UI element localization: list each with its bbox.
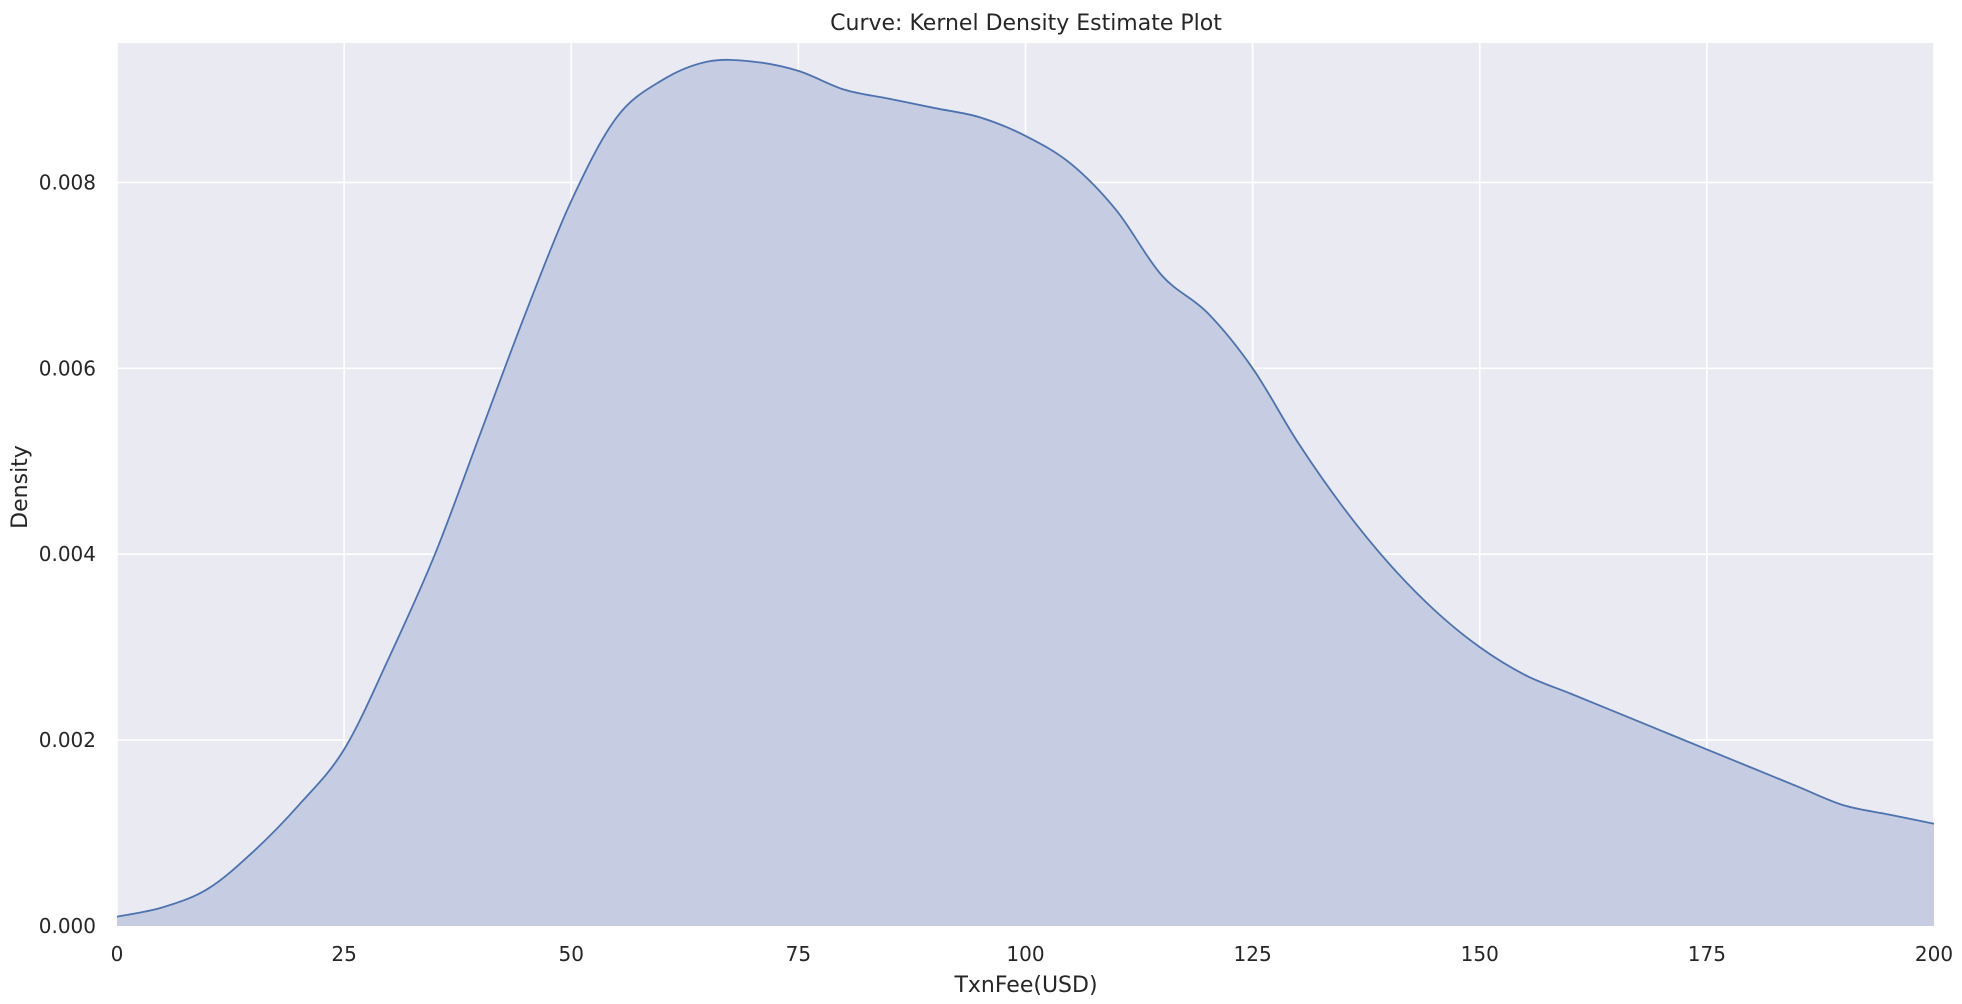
x-axis-ticks: 0 25 50 75 100 125 150 175 200 — [111, 942, 1953, 966]
y-tick-label: 0.006 — [39, 356, 96, 380]
density-curve — [116, 58, 1935, 918]
y-axis-label: Density — [8, 445, 33, 529]
x-tick-label: 175 — [1688, 942, 1726, 966]
chart-title: Curve: Kernel Density Estimate Plot — [830, 11, 1222, 36]
density-fill — [117, 59, 1934, 926]
y-tick-label: 0.002 — [39, 728, 96, 752]
x-tick-label: 200 — [1915, 942, 1953, 966]
x-tick-label: 100 — [1006, 942, 1044, 966]
y-tick-label: 0.008 — [39, 170, 96, 194]
x-tick-label: 125 — [1234, 942, 1272, 966]
y-tick-label: 0.004 — [39, 542, 96, 566]
x-tick-label: 75 — [786, 942, 811, 966]
x-tick-label: 150 — [1461, 942, 1499, 966]
x-axis-label: TxnFee(USD) — [953, 973, 1097, 998]
x-tick-label: 25 — [331, 942, 356, 966]
y-axis-ticks: 0.000 0.002 0.004 0.006 0.008 — [39, 170, 96, 938]
x-tick-label: 0 — [111, 942, 124, 966]
y-tick-label: 0.000 — [39, 914, 96, 938]
x-tick-label: 50 — [559, 942, 584, 966]
